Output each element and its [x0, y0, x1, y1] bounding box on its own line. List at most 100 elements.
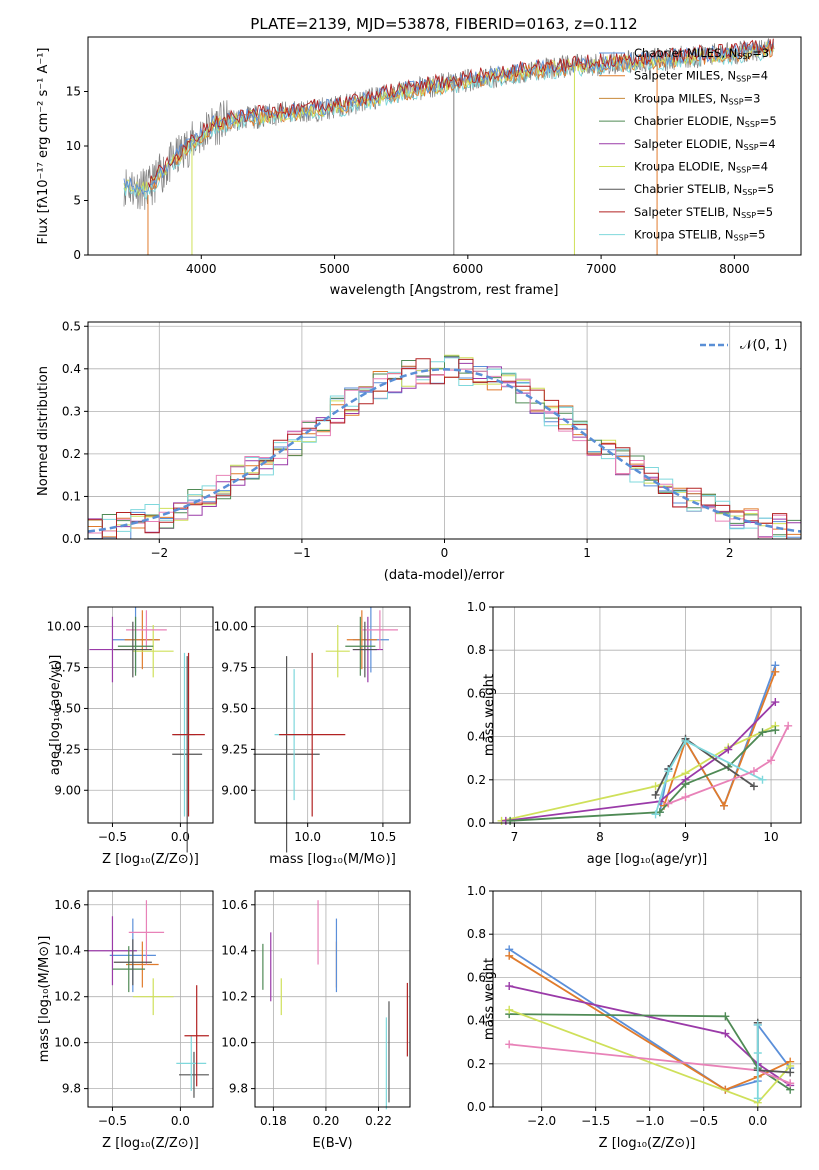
- y-tick-label: 10: [66, 139, 81, 153]
- panel-frame: [87, 890, 214, 1108]
- x-tick-label: 4000: [186, 262, 217, 276]
- x-tick-label: 0.18: [260, 1114, 287, 1128]
- weight-marker-salpeter_elodie: [771, 698, 780, 707]
- weight-marker-chabrier_elodie: [506, 816, 515, 825]
- x-tick-label: 8000: [719, 262, 750, 276]
- panel-ylabel: mass weight: [482, 958, 497, 1040]
- weight-marker-salpeter_miles: [771, 667, 780, 676]
- weight-marker-pink: [767, 756, 776, 765]
- x-tick-label: 10.0: [294, 830, 321, 844]
- weight-marker-pink: [664, 799, 673, 808]
- legend-label-kroupa_miles: Kroupa MILES, NSSP=3: [634, 91, 760, 106]
- panel-4: 7 8 9 10 0.0 0.2 0.4 0.6 0.8 1.0 age [log₁₀(age/yr…: [467, 600, 802, 867]
- legend-label-chabrier_elodie: Chabrier ELODIE, NSSP=5: [634, 114, 777, 129]
- x-tick-label: 1: [583, 546, 591, 560]
- weight-marker-kroupa_stelib: [681, 736, 690, 745]
- legend-tail: =5: [760, 114, 777, 128]
- weight-marker-chabrier_stelib: [786, 1068, 795, 1077]
- weight-marker-pink: [681, 793, 690, 802]
- legend-tail: =3: [744, 91, 761, 105]
- x-tick-label: 5000: [319, 262, 350, 276]
- weight-line-chabrier_stelib: [654, 737, 755, 796]
- y-tick-label: 9.50: [54, 701, 81, 715]
- y-tick-label: 0.4: [467, 1014, 486, 1028]
- legend-label-kroupa_elodie: Kroupa ELODIE, NSSP=4: [634, 160, 768, 175]
- panel-xlabel: Z [log₁₀(Z/Z⊙)]: [102, 1136, 199, 1151]
- panel-ylabel: mass weight: [482, 674, 497, 756]
- residual-panel: −2 −1 0 1 2 0.0 0.1 0.2 0.3 0.4 0.5 (data-model)/e…: [36, 319, 802, 583]
- panel-2: −0.5 0.0 9.00 9.25 9.50 9.75 10.00 Z [log₁₀(Z/Z…: [47, 606, 214, 867]
- panel-xlabel: age [log₁₀(age/yr)]: [587, 852, 708, 867]
- y-tick-label: 10.0: [221, 1036, 248, 1050]
- model-spectrum-kroupa_elodie: [123, 41, 774, 197]
- x-tick-label: −0.5: [689, 1114, 718, 1128]
- legend-label-chabrier_miles: Chabrier MILES, NSSP=3: [634, 46, 769, 61]
- legend-label-salpeter_stelib: Salpeter STELIB, NSSP=5: [634, 205, 773, 220]
- weight-line-chabrier_elodie: [509, 1013, 791, 1091]
- y-tick-label: 10.00: [47, 620, 81, 634]
- y-tick-label: 9.25: [221, 742, 248, 756]
- x-tick-label: −0.5: [98, 830, 127, 844]
- y-tick-label: 9.8: [229, 1082, 248, 1096]
- y-tick-label: 0.4: [62, 362, 81, 376]
- x-tick-label: −1: [293, 546, 311, 560]
- spectrum-ylabel: Flux [fλ10⁻¹⁷ erg cm⁻² s⁻¹ A⁻¹]: [36, 48, 51, 245]
- y-tick-label: 0.2: [467, 773, 486, 787]
- legend-label-kroupa_stelib: Kroupa STELIB, NSSP=5: [634, 228, 765, 243]
- residual-xlabel: (data-model)/error: [384, 568, 505, 583]
- y-tick-label: 9.8: [62, 1082, 81, 1096]
- x-tick-label: 0: [441, 546, 449, 560]
- y-tick-label: 0.4: [467, 730, 486, 744]
- legend-tail: =5: [756, 205, 773, 219]
- legend-tail: =4: [751, 69, 768, 83]
- weight-marker-chabrier_elodie: [681, 780, 690, 789]
- x-tick-label: −1.0: [635, 1114, 664, 1128]
- y-tick-label: 10.00: [214, 620, 248, 634]
- y-tick-label: 0.0: [467, 816, 486, 830]
- panel-grid: [255, 607, 410, 823]
- weight-marker-pink: [784, 721, 793, 730]
- y-tick-label: 0.8: [467, 643, 486, 657]
- spectrum-lines: [123, 38, 775, 255]
- y-tick-label: 0.0: [467, 1100, 486, 1114]
- x-tick-label: −1.5: [581, 1114, 610, 1128]
- y-tick-label: 0.2: [62, 447, 81, 461]
- y-tick-label: 10.4: [221, 944, 248, 958]
- normal-curve: [87, 368, 802, 533]
- histogram-kroupa_stelib: [88, 357, 801, 540]
- y-tick-label: 5: [73, 194, 81, 208]
- legend-tail: =3: [752, 46, 769, 60]
- x-tick-label: 6000: [453, 262, 484, 276]
- weight-marker-salpeter_elodie: [505, 982, 514, 991]
- weight-marker-pink: [749, 767, 758, 776]
- y-tick-label: 9.50: [221, 701, 248, 715]
- y-tick-label: 10.6: [54, 898, 81, 912]
- legend-sub: SSP: [734, 234, 749, 243]
- residual-ylabel: Normed distribution: [36, 366, 51, 496]
- x-tick-label: 0.22: [365, 1114, 392, 1128]
- panel-xlabel: Z [log₁₀(Z/Z⊙)]: [102, 852, 199, 867]
- y-tick-label: 10.2: [54, 990, 81, 1004]
- x-tick-label: 10.5: [370, 830, 397, 844]
- x-tick-label: −2.0: [527, 1114, 556, 1128]
- x-tick-label: 10: [763, 830, 778, 844]
- legend-sub: SSP: [737, 52, 752, 61]
- x-tick-label: 2: [726, 546, 734, 560]
- y-tick-label: 0.5: [62, 319, 81, 333]
- y-tick-label: 0.1: [62, 489, 81, 503]
- weight-line-salpeter_elodie: [509, 985, 791, 1087]
- legend-label-salpeter_miles: Salpeter MILES, NSSP=4: [634, 69, 768, 84]
- legend-label-salpeter_elodie: Salpeter ELODIE, NSSP=4: [634, 137, 776, 152]
- panel-6: 0.18 0.20 0.22 9.8 10.0 10.2 10.4 10.6 E(B-V): [221, 890, 411, 1151]
- panel-frame: [254, 890, 411, 1108]
- panel-grid: [493, 890, 801, 1108]
- y-tick-label: 10.0: [54, 1036, 81, 1050]
- x-tick-label: 7000: [586, 262, 617, 276]
- panel-7: −2.0 −1.5 −1.0 −0.5 0.0 0.0 0.2 0.4 0.6 0.8 1.0 Z […: [467, 884, 802, 1151]
- legend-tail: =5: [757, 182, 774, 196]
- panel-xlabel: E(B-V): [312, 1136, 352, 1151]
- legend-sub: SSP: [729, 97, 744, 106]
- histogram-salpeter_stelib: [88, 358, 801, 540]
- panel-ylabel: mass [log₁₀(M/M⊙)]: [37, 936, 52, 1063]
